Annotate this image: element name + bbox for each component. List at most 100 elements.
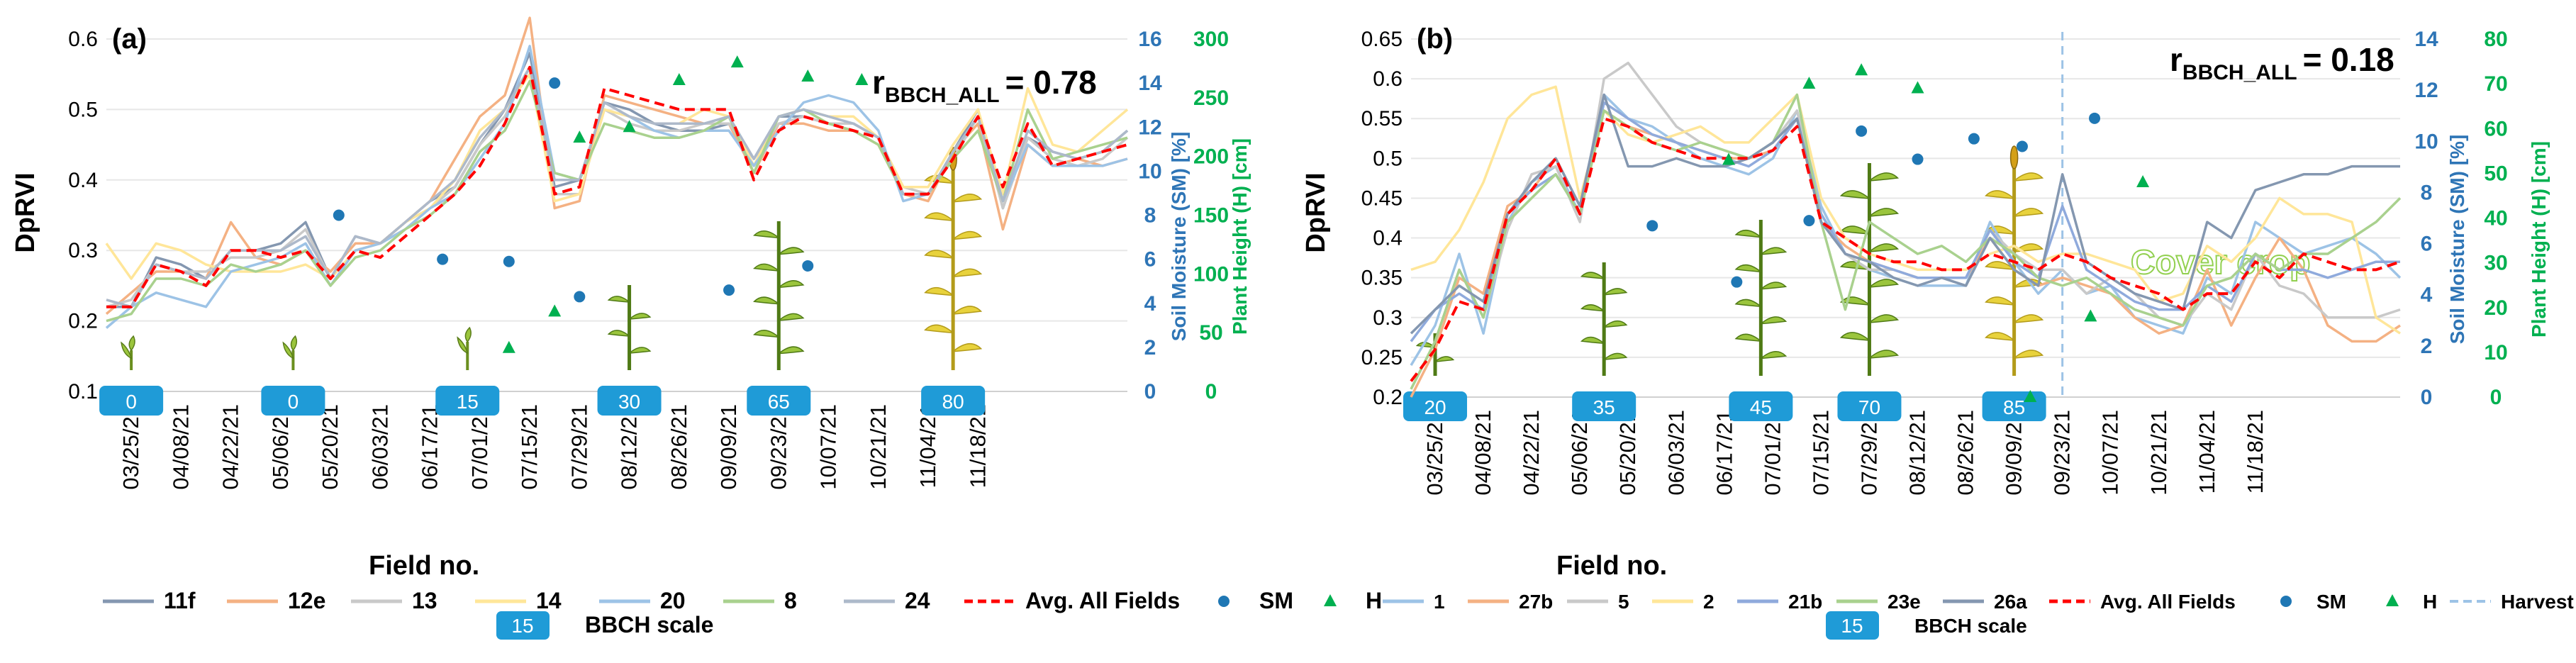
sm-axis-tick: 2	[2421, 335, 2433, 358]
h-axis-tick: 80	[2484, 28, 2507, 51]
x-tick-label: 06/17/21	[418, 404, 442, 490]
x-tick-label: 10/21/21	[2146, 410, 2171, 496]
plant-illustration-leaf	[457, 336, 469, 355]
h-axis-tick: 50	[1199, 321, 1222, 345]
annotation-r: r	[2170, 41, 2182, 78]
h-point	[1855, 63, 1868, 76]
sm-point	[1731, 276, 1743, 288]
h-axis-label: Plant Height (H) [cm]	[2528, 141, 2550, 338]
x-tick-label: 07/15/21	[517, 404, 542, 490]
x-tick-label: 11/18/21	[965, 404, 990, 488]
bbch-box	[1403, 391, 1468, 421]
h-axis-tick: 300	[1193, 28, 1229, 51]
h-point	[548, 304, 562, 317]
bbch-box	[99, 386, 164, 416]
plant-illustration-leaf	[1759, 351, 1788, 360]
plant-illustration-leaf	[1868, 350, 1900, 359]
annotation-r: r	[872, 64, 885, 101]
h-axis-tick: 20	[2484, 296, 2507, 320]
bbch-box	[921, 386, 986, 416]
bbch-label: 65	[768, 391, 790, 413]
plant-illustration-leaf	[1602, 320, 1628, 328]
sm-point	[549, 77, 561, 89]
bbch-box	[1572, 391, 1637, 421]
y-tick-label: 0.4	[68, 169, 98, 192]
x-tick-label: 11/04/21	[915, 404, 940, 488]
correlation-annotation: rBBCH_ALL = 0.18	[2170, 41, 2394, 84]
h-axis-label: Plant Height (H) [cm]	[1229, 138, 1251, 335]
bbch-legend-text: BBCH scale	[1914, 615, 2027, 637]
bbch-label: 0	[288, 391, 299, 413]
plant-illustration-leaf	[924, 286, 955, 296]
plant-illustration-leaf	[1580, 272, 1606, 279]
sm-point	[2016, 140, 2028, 152]
bbch-label: 85	[2003, 396, 2025, 418]
plant-illustration-leaf	[776, 313, 805, 321]
legend-label: 23e	[1888, 591, 1921, 613]
bbch-box	[747, 386, 811, 416]
plant-illustration-leaf	[951, 268, 983, 278]
bbch-legend-box	[496, 611, 550, 640]
sm-point	[1912, 153, 1924, 165]
plant-illustration-leaf	[1759, 282, 1788, 290]
annotation-subscript: BBCH_ALL	[885, 84, 1000, 107]
cover-crop-label: Cover crop	[2131, 244, 2310, 282]
plant-illustration-leaf	[1839, 296, 1871, 306]
sm-axis-tick: 4	[2421, 284, 2433, 307]
sm-axis-tick: 14	[2414, 28, 2438, 51]
sm-axis-tick: 12	[2414, 79, 2438, 102]
annotation-value: = 0.78	[1005, 64, 1097, 101]
legend-label: 1	[1434, 591, 1445, 613]
x-tick-label: 06/17/21	[1712, 410, 1736, 496]
legend-label: H	[2423, 591, 2437, 613]
plant-illustration-leaf	[1602, 288, 1628, 296]
h-point	[801, 69, 815, 82]
legend-label: Avg. All Fields	[1025, 588, 1180, 613]
x-tick-label: 04/22/21	[218, 404, 243, 490]
legend-swatch	[1218, 596, 1230, 607]
y-tick-label: 0.6	[1373, 67, 1403, 91]
bbch-label: 35	[1593, 396, 1615, 418]
legend-label: 12e	[288, 588, 325, 613]
plant-illustration-leaf	[1415, 342, 1437, 348]
plant-illustration-leaf	[1868, 243, 1900, 252]
y-tick-label: 0.3	[1373, 306, 1403, 330]
panel-label: (a)	[112, 23, 147, 55]
x-tick-label: 04/08/21	[1471, 410, 1495, 496]
plant-illustration-leaf	[607, 296, 631, 303]
plant-illustration-leaf	[128, 335, 135, 352]
legend-label: 5	[1618, 591, 1629, 613]
series-line-field-1	[1410, 93, 2402, 367]
correlation-annotation: rBBCH_ALL = 0.78	[872, 64, 1097, 107]
plant-illustration-leaf	[1734, 264, 1763, 273]
bbch-box	[1729, 391, 1793, 421]
x-tick-label: 10/07/21	[2098, 410, 2123, 496]
x-tick-label: 08/12/21	[617, 404, 642, 490]
annotation-subscript: BBCH_ALL	[2182, 61, 2297, 84]
bbch-legend-value: 15	[1841, 615, 1863, 637]
h-axis-tick: 10	[2484, 341, 2507, 364]
plant-illustration-leaf	[1984, 261, 2016, 270]
x-tick-label: 09/09/21	[716, 404, 741, 490]
annotation-value: = 0.18	[2303, 41, 2394, 78]
sm-point	[1803, 215, 1815, 227]
y-tick-label: 0.3	[68, 239, 98, 262]
plant-illustration-leaf	[924, 324, 955, 334]
y-tick-label: 0.5	[68, 98, 98, 121]
legend-label: 24	[905, 588, 930, 613]
sm-axis-tick: 12	[1138, 116, 1161, 139]
plant-illustration-leaf	[1839, 190, 1871, 199]
plant-illustration-leaf	[1734, 230, 1763, 238]
sm-axis-tick: 6	[1144, 248, 1156, 272]
x-tick-label: 05/20/21	[1615, 410, 1640, 496]
sm-point	[2089, 112, 2101, 124]
plant-illustration-leaf	[282, 341, 294, 360]
legend-swatch	[2386, 594, 2399, 606]
bbch-legend-value: 15	[511, 615, 533, 637]
y-tick-label: 0.1	[68, 380, 98, 403]
x-tick-label: 05/20/21	[318, 404, 342, 490]
y-tick-label: 0.65	[1361, 28, 1403, 51]
sm-point	[437, 253, 449, 265]
series-line-field-14	[105, 72, 1129, 280]
x-tick-label: 11/04/21	[2195, 410, 2219, 494]
